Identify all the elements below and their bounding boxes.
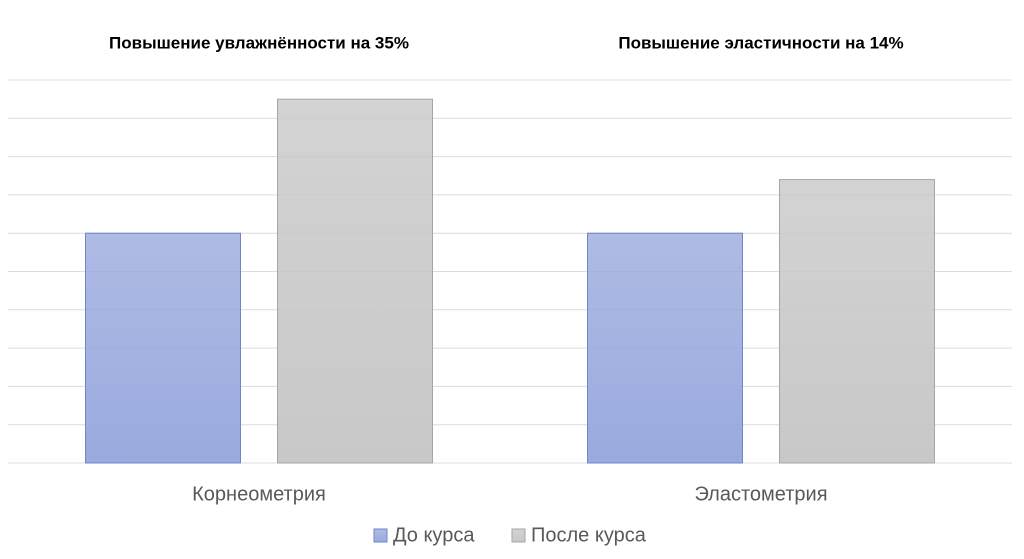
bar [85,232,241,464]
bar [587,232,743,464]
legend-label: После курса [531,524,647,546]
legend-label: До курса [393,524,475,546]
group-title: Повышение увлажнённости на 35% [109,33,409,52]
legend-swatch [511,528,526,543]
x-tick-label: Корнеометрия [192,483,326,505]
bar [779,179,935,464]
group-title: Повышение эластичности на 14% [618,33,903,52]
legend-swatch [373,528,388,543]
bar [277,98,433,464]
x-tick-label: Эластометрия [694,483,827,505]
